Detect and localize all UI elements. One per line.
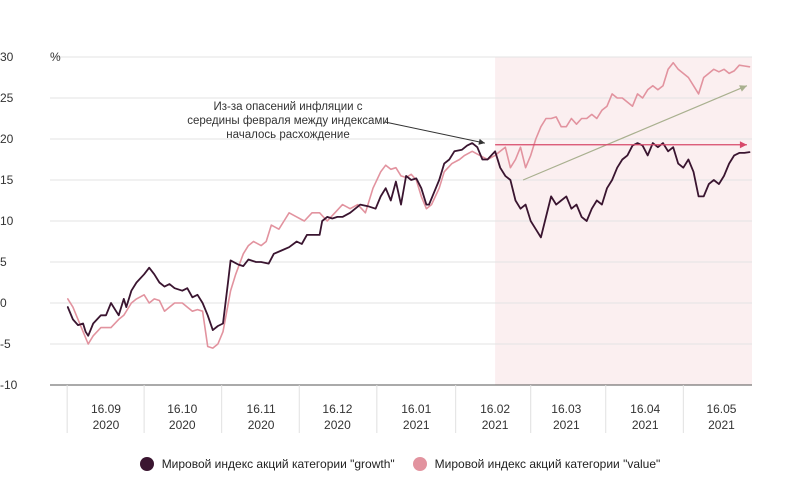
x-tick-label-day: 16.03 xyxy=(551,402,581,416)
x-tick-label-day: 16.05 xyxy=(706,402,736,416)
y-tick-label: 10 xyxy=(0,214,14,228)
legend-item-growth: Мировой индекс акций категории "growth" xyxy=(139,457,395,471)
x-tick-label-year: 2020 xyxy=(324,418,351,432)
legend-label-growth: Мировой индекс акций категории "growth" xyxy=(161,457,395,471)
annotation-arrows xyxy=(495,85,748,181)
x-tick-label-year: 2020 xyxy=(248,418,275,432)
x-tick-label-year: 2021 xyxy=(708,418,735,432)
x-tick-label-year: 2021 xyxy=(403,418,430,432)
y-unit-label: % xyxy=(50,50,61,64)
x-tick-label-day: 16.12 xyxy=(322,402,352,416)
legend: Мировой индекс акций категории "growth" … xyxy=(0,457,800,471)
legend-swatch-growth xyxy=(139,457,154,471)
x-tick-label-year: 2020 xyxy=(93,418,120,432)
y-axis-ticks: 30 25 20 15 10 5 0 -5 -10 xyxy=(0,50,18,392)
annotation-note-line: началось расхождение xyxy=(226,129,349,141)
x-tick-label-day: 16.10 xyxy=(167,402,197,416)
x-tick-label-year: 2021 xyxy=(482,418,509,432)
x-tick-label-year: 2021 xyxy=(553,418,580,432)
series-line-growth xyxy=(66,142,751,337)
y-tick-label: 0 xyxy=(0,296,7,310)
y-tick-label: 30 xyxy=(0,50,14,64)
x-tick-label-day: 16.09 xyxy=(91,402,121,416)
growth-flat-arrow-head xyxy=(739,141,747,149)
value-trend-arrow-shaft xyxy=(522,85,748,181)
x-tick-label-day: 16.11 xyxy=(247,402,276,416)
value-trend-arrow-head xyxy=(739,85,747,92)
y-tick-label: 15 xyxy=(0,173,14,187)
y-tick-label: 25 xyxy=(0,91,14,105)
x-tick-label-year: 2020 xyxy=(169,418,196,432)
series-line-value xyxy=(67,61,751,349)
legend-label-value: Мировой индекс акций категории "value" xyxy=(434,457,661,471)
legend-swatch-value xyxy=(412,457,427,471)
x-tick-label-day: 16.04 xyxy=(630,402,660,416)
x-tick-label-day: 16.02 xyxy=(480,402,510,416)
annotation-note: Из-за опасений инфляции с середины феврал… xyxy=(187,101,486,145)
y-tick-label: 20 xyxy=(0,132,14,146)
annotation-note-line: середины февраля между индексами xyxy=(187,115,389,127)
x-tick-label-year: 2021 xyxy=(632,418,659,432)
series-lines xyxy=(66,61,751,349)
y-tick-label: 5 xyxy=(0,255,7,269)
y-tick-label: -10 xyxy=(0,378,18,392)
x-axis: 16.09 2020 16.10 2020 16.11 2020 16.12 2020 16.0… xyxy=(66,385,737,433)
legend-item-value: Мировой индекс акций категории "value" xyxy=(412,457,661,471)
y-tick-label: -5 xyxy=(0,337,11,351)
x-tick-label-day: 16.01 xyxy=(401,402,431,416)
annotation-note-arrow-shaft xyxy=(384,121,486,144)
annotation-note-line: Из-за опасений инфляции с xyxy=(213,101,362,113)
annotation-note-arrow-head xyxy=(478,138,485,145)
gridlines xyxy=(50,56,752,386)
